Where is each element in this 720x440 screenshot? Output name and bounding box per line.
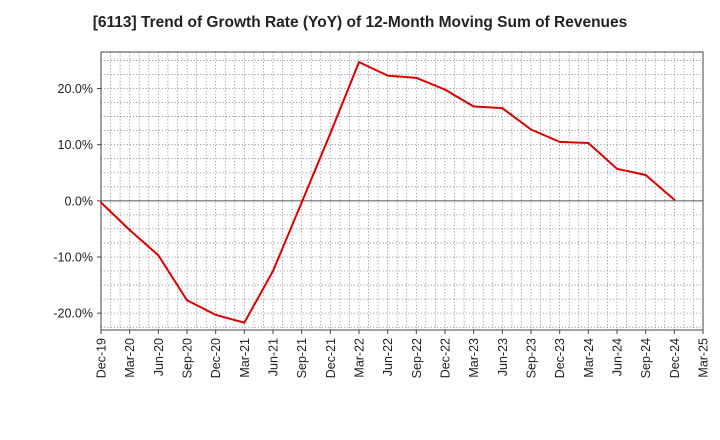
plot-area xyxy=(101,52,703,330)
x-tick-label: Dec-19 xyxy=(95,338,109,378)
x-tick-label: Dec-24 xyxy=(668,338,682,378)
y-tick-label: -10.0% xyxy=(53,250,93,264)
y-tick-label: 0.0% xyxy=(65,194,94,208)
x-tick-label: Dec-21 xyxy=(324,338,338,378)
data-point xyxy=(358,61,360,64)
x-tick-label: Jun-22 xyxy=(381,338,395,376)
data-point xyxy=(530,128,532,131)
data-point xyxy=(329,132,332,135)
x-tick-label: Mar-22 xyxy=(353,338,367,378)
plot-border xyxy=(100,51,704,331)
data-point xyxy=(644,173,647,176)
x-tick-label: Mar-20 xyxy=(123,338,137,378)
x-tick-label: Sep-20 xyxy=(181,338,195,378)
data-point xyxy=(128,229,131,232)
x-tick-label: Jun-20 xyxy=(152,338,166,376)
x-tick-label: Jun-21 xyxy=(267,338,281,376)
grid xyxy=(100,52,704,330)
x-tick-label: Sep-23 xyxy=(525,338,539,378)
y-tick-label: 10.0% xyxy=(58,138,93,152)
data-point xyxy=(444,88,446,91)
x-tick-label: Sep-24 xyxy=(639,338,653,378)
y-tick-label: -20.0% xyxy=(53,307,93,321)
x-tick-label: Dec-20 xyxy=(209,338,223,378)
data-point xyxy=(100,201,102,204)
data-point xyxy=(501,107,504,110)
data-points xyxy=(100,61,676,324)
data-point xyxy=(272,270,274,273)
data-point xyxy=(300,201,303,204)
data-point xyxy=(415,76,418,79)
x-tick-label: Dec-23 xyxy=(553,338,567,378)
x-tick-label: Sep-22 xyxy=(410,338,424,378)
data-point xyxy=(186,299,188,302)
data-point xyxy=(243,321,246,324)
data-point xyxy=(587,141,590,144)
data-point xyxy=(673,198,676,201)
x-tick-label: Jun-24 xyxy=(611,338,625,376)
data-point xyxy=(558,140,561,143)
x-tick-label: Sep-21 xyxy=(295,338,309,378)
x-tick-label: Mar-25 xyxy=(697,338,711,378)
data-point xyxy=(472,105,475,108)
x-tick-label: Jun-23 xyxy=(496,338,510,376)
y-tick-label: 20.0% xyxy=(58,82,93,96)
x-tick-label: Mar-21 xyxy=(238,338,252,378)
data-point xyxy=(157,254,160,257)
chart-title: [6113] Trend of Growth Rate (YoY) of 12-… xyxy=(92,14,628,31)
x-tick-label: Dec-22 xyxy=(439,338,453,378)
x-tick-label: Mar-24 xyxy=(582,338,596,378)
data-point xyxy=(386,74,389,77)
x-tick-label: Mar-23 xyxy=(467,338,481,378)
data-point xyxy=(616,167,618,170)
data-point xyxy=(214,313,217,316)
